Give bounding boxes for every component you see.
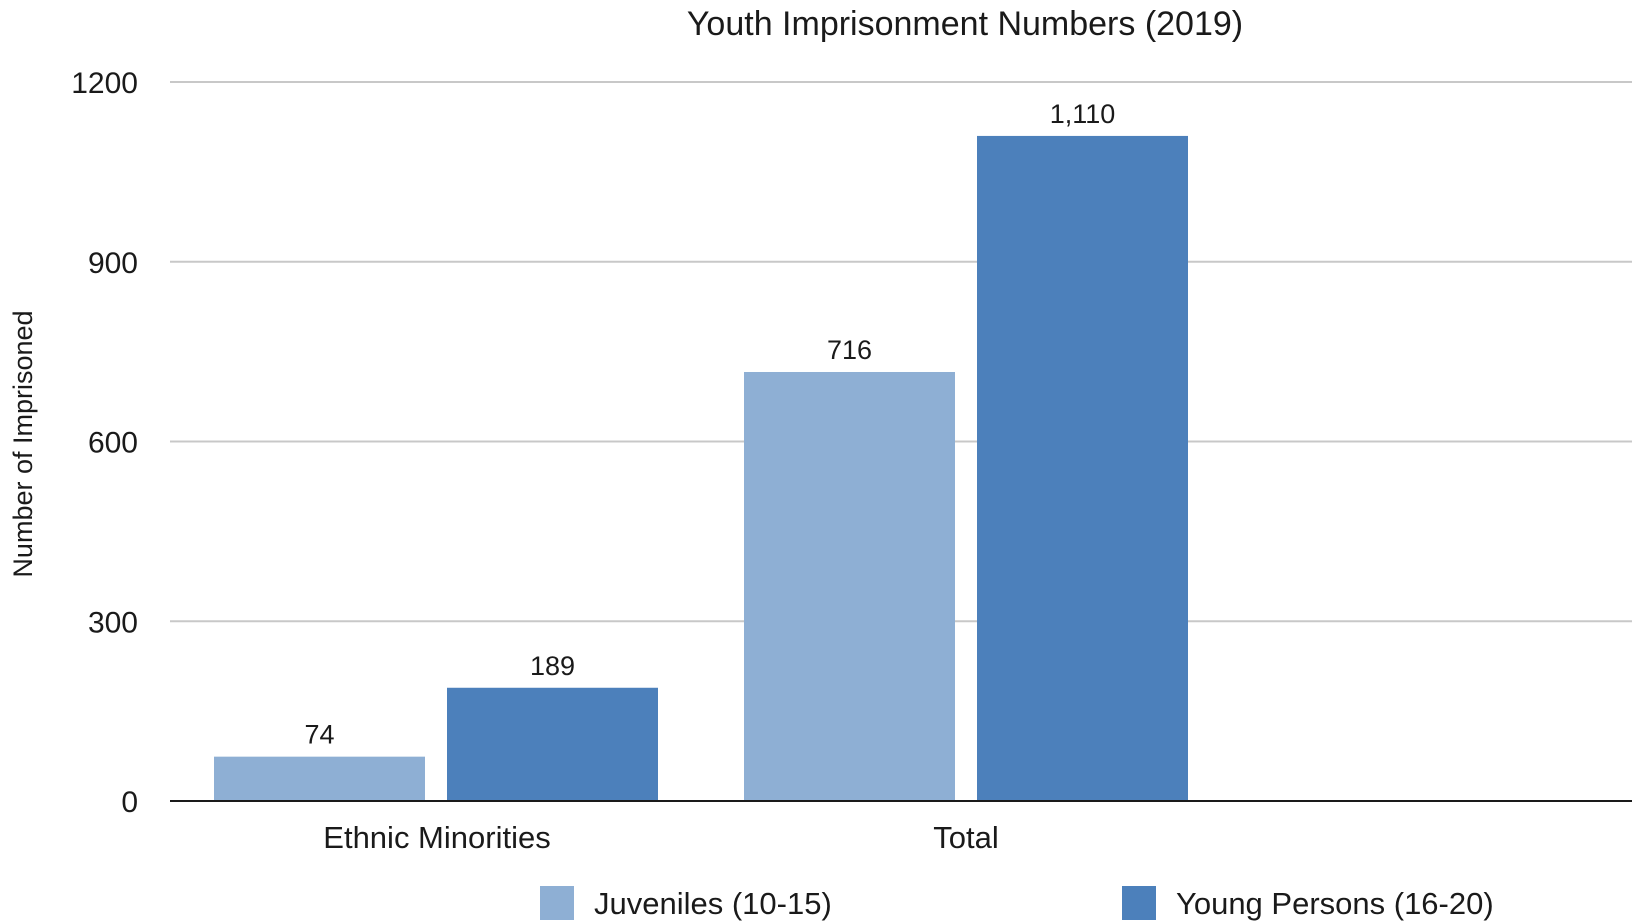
legend: Juveniles (10-15) Young Persons (16-20) [540,886,1494,921]
data-labels: 74 189 716 1,110 [304,99,1115,750]
y-tick-label: 1200 [71,67,138,100]
bar-value-label: 74 [304,720,334,750]
y-axis-ticks: 0 300 600 900 1200 [71,67,138,819]
x-tick-label: Ethnic Minorities [323,820,550,855]
bar [744,371,955,801]
bar [214,756,425,801]
bar-value-label: 189 [530,651,575,681]
legend-swatch [540,886,574,920]
chart-title: Youth Imprisonment Numbers (2019) [687,5,1243,43]
y-tick-label: 0 [121,786,138,819]
y-tick-label: 600 [88,427,138,460]
bar [977,135,1188,802]
y-axis-label: Number of Imprisoned [8,310,38,577]
legend-swatch [1122,886,1156,920]
y-tick-label: 300 [88,606,138,639]
bar [447,687,658,801]
bar-value-label: 1,110 [1050,99,1116,129]
legend-label: Young Persons (16-20) [1176,886,1494,921]
x-axis-ticks: Ethnic Minorities Total [323,820,998,855]
bars [214,135,1188,802]
x-tick-label: Total [933,820,998,855]
legend-label: Juveniles (10-15) [594,886,832,921]
bar-value-label: 716 [827,335,872,365]
y-tick-label: 900 [88,247,138,280]
